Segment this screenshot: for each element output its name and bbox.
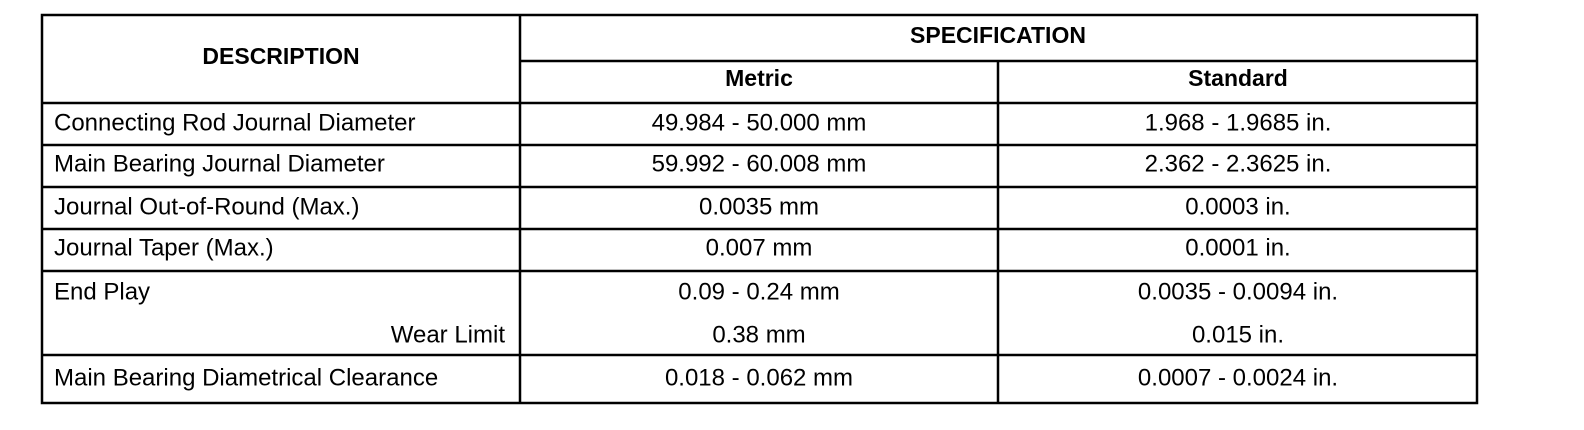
cell: 0.0035 mm (699, 193, 819, 220)
cell: Connecting Rod Journal Diameter (54, 109, 416, 136)
cell: 0.007 mm (706, 234, 813, 261)
cell: Wear Limit (391, 321, 506, 348)
cell: 0.018 - 0.062 mm (665, 364, 853, 391)
cell: 1.968 - 1.9685 in. (1145, 109, 1332, 136)
header-cell: Standard (1188, 65, 1288, 91)
cell: 0.38 mm (712, 321, 805, 348)
cell: 0.0003 in. (1185, 193, 1290, 220)
cell: 59.992 - 60.008 mm (652, 150, 867, 177)
cell: Main Bearing Journal Diameter (54, 150, 385, 177)
cell: Journal Taper (Max.) (54, 234, 274, 261)
table-border (40, 13, 1479, 405)
cell: 2.362 - 2.3625 in. (1145, 150, 1332, 177)
cell: 0.015 in. (1192, 321, 1284, 348)
cell: End Play (54, 278, 150, 305)
cell: 0.0007 - 0.0024 in. (1138, 364, 1338, 391)
header-cell: DESCRIPTION (202, 43, 359, 69)
cell: 0.0001 in. (1185, 234, 1290, 261)
cell: 49.984 - 50.000 mm (652, 109, 867, 136)
cell: 0.0035 - 0.0094 in. (1138, 278, 1338, 305)
cell: Journal Out-of-Round (Max.) (54, 193, 359, 220)
cell: 0.09 - 0.24 mm (678, 278, 839, 305)
header-cell: Metric (725, 65, 793, 91)
header-cell: SPECIFICATION (910, 22, 1086, 48)
cell: Main Bearing Diametrical Clearance (54, 364, 438, 391)
